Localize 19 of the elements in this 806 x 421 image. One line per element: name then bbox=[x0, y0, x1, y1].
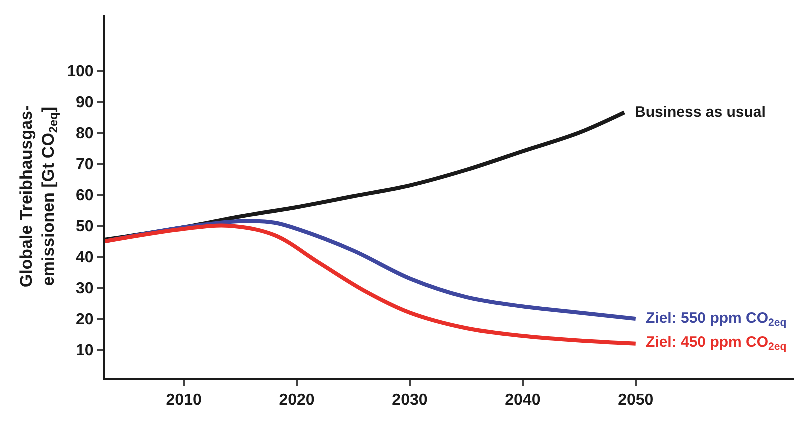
series-label: Business as usual bbox=[635, 104, 766, 121]
y-tick-label: 10 bbox=[76, 342, 94, 360]
y-tick-label: 50 bbox=[76, 218, 94, 236]
y-tick-label: 80 bbox=[76, 126, 94, 142]
x-tick-label: 2050 bbox=[618, 392, 654, 410]
series-label: Ziel: 450 ppm CO$_{2eq}$ bbox=[646, 334, 787, 354]
x-tick-label: 2020 bbox=[279, 392, 315, 410]
series-label: Ziel: 550 ppm CO$_{2eq}$ bbox=[646, 310, 787, 330]
y-tick-label: 30 bbox=[76, 280, 94, 298]
y-tick-label: 20 bbox=[76, 312, 94, 329]
y-tick-label: 70 bbox=[76, 156, 94, 174]
y-tick-label: 60 bbox=[76, 188, 94, 205]
y-tick-label: 40 bbox=[76, 250, 94, 267]
y-tick-label: 100 bbox=[67, 63, 94, 80]
line-series bbox=[105, 224, 638, 346]
y-tick-label: 90 bbox=[76, 94, 94, 112]
x-tick-label: 2040 bbox=[505, 392, 541, 410]
x-tick-label: 2010 bbox=[166, 392, 202, 410]
x-tick-label: 2030 bbox=[392, 392, 428, 410]
